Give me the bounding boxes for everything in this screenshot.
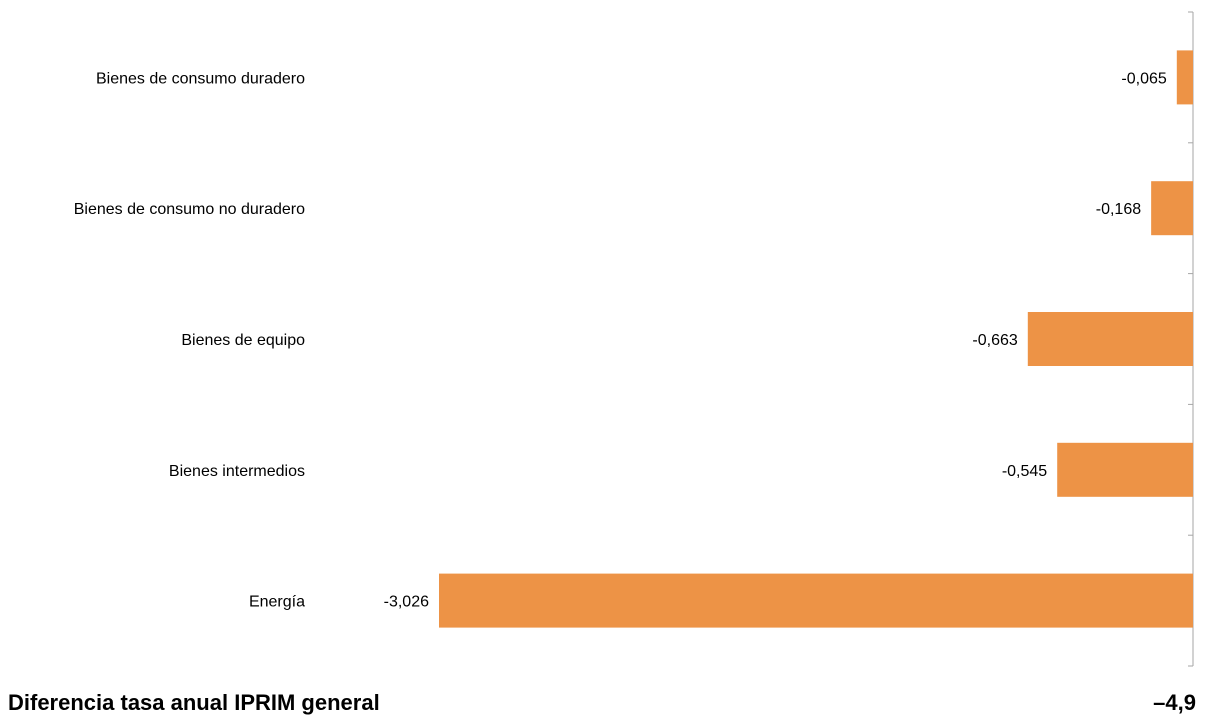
- data-label: -0,065: [1121, 70, 1166, 87]
- data-label: -0,168: [1096, 201, 1141, 218]
- data-label: -0,545: [1002, 463, 1047, 480]
- category-label: Energía: [249, 594, 305, 611]
- footer-value: –4,9: [1153, 690, 1196, 715]
- bar: [1027, 312, 1193, 366]
- data-label: -3,026: [384, 594, 429, 611]
- category-label: Bienes de equipo: [181, 332, 305, 349]
- bar: [1057, 442, 1193, 497]
- bar: [1176, 50, 1193, 105]
- category-label: Bienes intermedios: [169, 463, 305, 480]
- data-label: -0,663: [972, 332, 1017, 349]
- category-label: Bienes de consumo duradero: [96, 70, 305, 87]
- bar: [439, 573, 1193, 628]
- footer-label: Diferencia tasa anual IPRIM general: [8, 690, 380, 715]
- category-label: Bienes de consumo no duradero: [74, 201, 305, 218]
- bar: [1151, 181, 1193, 236]
